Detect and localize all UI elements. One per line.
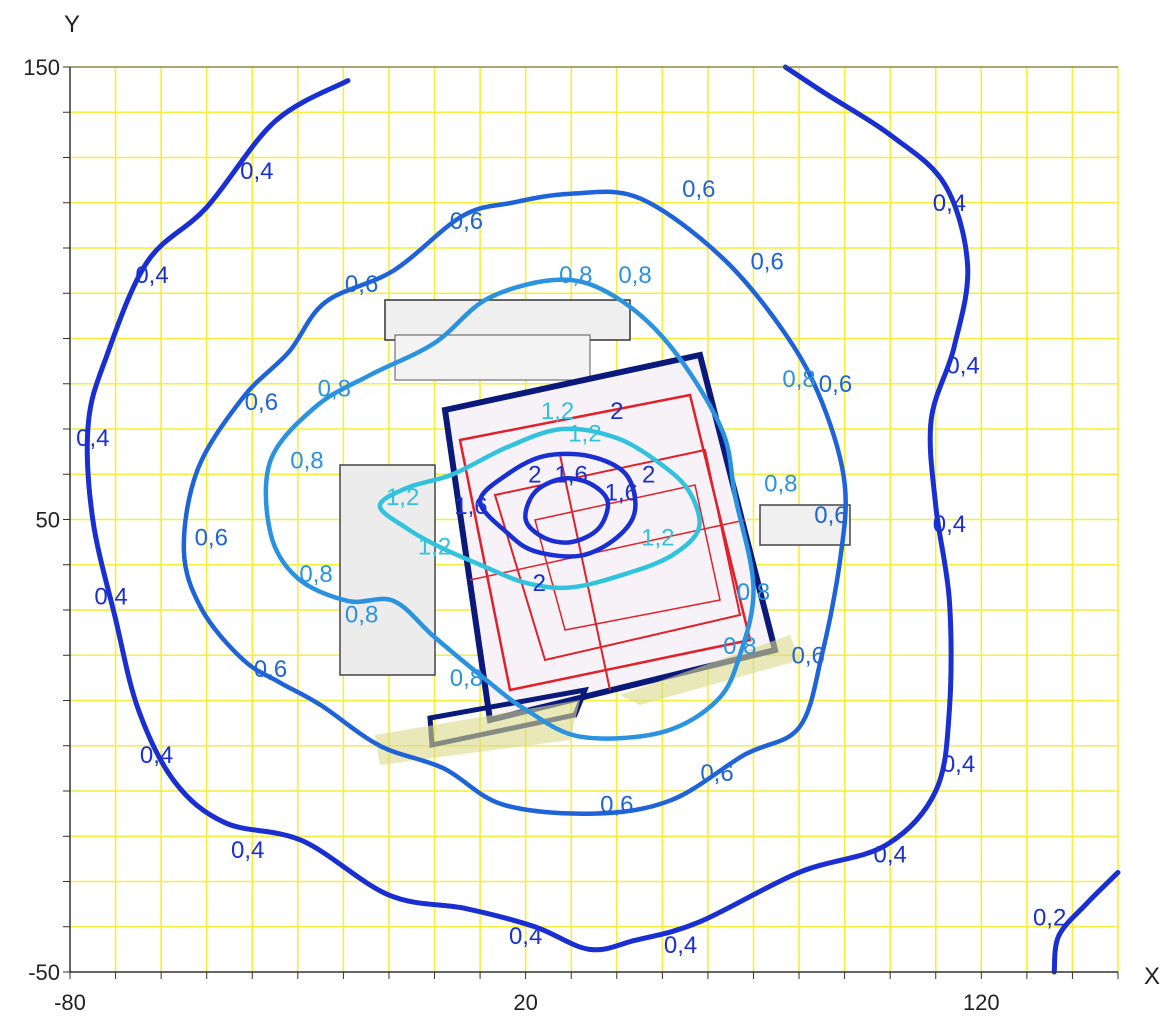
x-tick-label: 120 — [963, 990, 1000, 1015]
isoline-0-6 — [181, 189, 848, 817]
isoline-label-2: 2 — [533, 570, 546, 597]
isoline-label-0-8: 0,8 — [299, 561, 332, 588]
isoline-label-0-8: 0,8 — [559, 262, 592, 289]
plan-block-east — [759, 504, 851, 546]
isoline-label-0-8: 0,8 — [737, 579, 770, 606]
isoline-label-0-8: 0,8 — [318, 375, 351, 402]
y-axis-label: Y — [64, 11, 80, 38]
isoline-label-0-2: 0,2 — [1033, 905, 1066, 932]
plan-green-pavement — [375, 635, 800, 765]
isoline-label-1-2: 1,2 — [386, 484, 419, 511]
isoline-0-4 — [84, 64, 971, 953]
plan-hatched-block-north — [384, 299, 631, 381]
axis-tick-labels: -80 20 120 150 50 -50 — [23, 55, 999, 1015]
isoline-2 — [523, 476, 611, 545]
plan-red-structure — [458, 393, 752, 692]
isoline-label-0-4: 0,4 — [94, 583, 127, 610]
isoline-label-0-6: 0,6 — [195, 525, 228, 552]
isoline-label-2: 2 — [642, 461, 655, 488]
isoline-label-1-2: 1,2 — [418, 534, 451, 561]
isoline-label-0-8: 0,8 — [723, 633, 756, 660]
isoline-label-2: 2 — [528, 461, 541, 488]
isoline-label-0-4: 0,4 — [942, 751, 975, 778]
isoline-labels: 0,4 0,4 0,4 0,4 0,4 0,4 0,4 0,4 0,4 0,4 0,4 0,4 0,4 0… — [76, 158, 1066, 959]
axes: -80 20 120 150 50 -50 Y X — [23, 11, 1160, 1015]
isoline-label-0-8: 0,8 — [290, 448, 323, 475]
isoline-label-0-6: 0,6 — [245, 389, 278, 416]
isoline-label-0-6: 0,6 — [600, 792, 633, 819]
x-axis-label: X — [1144, 963, 1160, 990]
isoline-1-2 — [377, 426, 702, 591]
isoline-1-6 — [477, 451, 638, 559]
isoline-0-8 — [263, 277, 756, 741]
isoline-label-0-4: 0,4 — [933, 190, 966, 217]
isoline-label-0-4: 0,4 — [946, 353, 979, 380]
isoline-label-0-6: 0,6 — [750, 249, 783, 276]
isoline-label-0-4: 0,4 — [135, 262, 168, 289]
isoline-label-1-6: 1,6 — [454, 493, 487, 520]
isoline-label-0-6: 0,6 — [682, 176, 715, 203]
isoline-label-0-6: 0,6 — [345, 271, 378, 298]
isoline-label-1-6: 1,6 — [555, 461, 588, 488]
isolines — [84, 64, 1121, 975]
isoline-label-0-8: 0,8 — [782, 366, 815, 393]
isoline-label-0-4: 0,4 — [509, 923, 542, 950]
isoline-label-0-8: 0,8 — [764, 470, 797, 497]
isoline-label-0-4: 0,4 — [76, 425, 109, 452]
isoline-label-0-8: 0,8 — [618, 262, 651, 289]
isoline-label-1-2: 1,2 — [641, 525, 674, 552]
isoline-label-0-6: 0,6 — [450, 208, 483, 235]
isoline-label-0-6: 0,6 — [254, 656, 287, 683]
isoline-label-0-6: 0,6 — [819, 371, 852, 398]
isoline-label-0-8: 0,8 — [450, 665, 483, 692]
isoline-label-0-4: 0,4 — [140, 742, 173, 769]
isoline-label-0-4: 0,4 — [231, 837, 264, 864]
isoline-label-0-6: 0,6 — [791, 642, 824, 669]
y-tick-label: 50 — [36, 508, 60, 533]
y-tick-label: 150 — [23, 55, 60, 80]
isoline-label-0-4: 0,4 — [933, 511, 966, 538]
isoline-label-0-8: 0,8 — [345, 602, 378, 629]
isoline-0-2 — [1051, 869, 1121, 975]
x-tick-label: -80 — [54, 990, 86, 1015]
axis-ticks — [63, 66, 1119, 979]
isoline-label-1-6: 1,6 — [605, 479, 638, 506]
isoline-label-0-6: 0,6 — [700, 760, 733, 787]
isoline-label-1-2: 1,2 — [568, 421, 601, 448]
isoline-label-2: 2 — [610, 398, 623, 425]
isoline-label-0-6: 0,6 — [814, 502, 847, 529]
y-tick-label: -50 — [28, 960, 60, 985]
site-plan-drawing — [339, 299, 851, 765]
isoline-label-0-4: 0,4 — [240, 158, 273, 185]
x-tick-label: 20 — [513, 990, 537, 1015]
isoline-label-1-2: 1,2 — [541, 398, 574, 425]
isoline-label-0-4: 0,4 — [873, 841, 906, 868]
isoline-label-0-4: 0,4 — [664, 932, 697, 959]
